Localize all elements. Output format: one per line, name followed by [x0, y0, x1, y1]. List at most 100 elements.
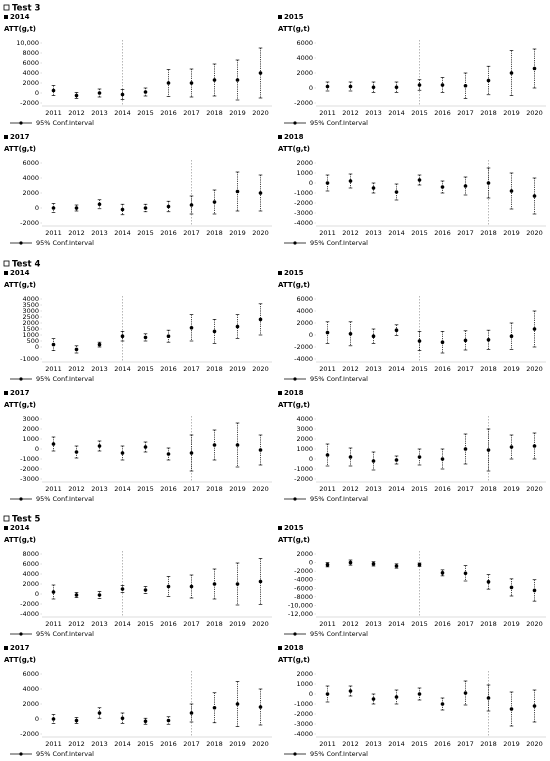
- point: [486, 181, 491, 185]
- y-axis-label: ATT(g,t): [4, 145, 36, 153]
- point: [97, 342, 102, 347]
- y-tick-label: 2000: [22, 319, 39, 327]
- y-tick-label: -2000: [20, 600, 39, 608]
- x-tick-label: 2013: [365, 485, 382, 493]
- x-tick-label: 2017: [457, 365, 474, 373]
- x-tick-label: 2011: [45, 365, 62, 373]
- x-tick-label: 2013: [365, 620, 382, 628]
- y-tick-label: 1000: [296, 680, 313, 688]
- error-bar: [143, 87, 148, 97]
- y-tick-label: -12,000: [288, 610, 313, 618]
- x-tick-label: 2015: [137, 620, 154, 628]
- point: [532, 194, 537, 198]
- title-marker: [278, 15, 282, 19]
- y-tick-label: 4000: [296, 415, 313, 423]
- error-bar: [212, 429, 217, 461]
- y-axis-label: ATT(g,t): [278, 401, 310, 409]
- error-bar: [509, 691, 514, 727]
- y-tick-label: -2000: [294, 475, 313, 483]
- point: [166, 81, 171, 85]
- point: [235, 582, 240, 586]
- point: [394, 85, 399, 90]
- y-tick-label: -3000: [294, 720, 313, 728]
- point: [463, 184, 468, 188]
- error-bar: [97, 591, 102, 599]
- y-tick-label: 0: [309, 84, 313, 92]
- chart-title: 2015: [284, 13, 304, 21]
- x-tick-label: 2012: [68, 485, 85, 493]
- x-tick-label: 2019: [229, 229, 246, 237]
- error-bar: [394, 455, 399, 465]
- point: [74, 93, 79, 98]
- y-tick-label: 6000: [296, 39, 313, 47]
- y-tick-label: 1000: [22, 435, 39, 443]
- point: [348, 332, 353, 336]
- point: [417, 692, 422, 696]
- point: [97, 444, 102, 448]
- y-tick-label: -2000: [294, 99, 313, 107]
- x-tick-label: 2015: [411, 365, 428, 373]
- point: [532, 588, 537, 593]
- legend-dot: [293, 121, 297, 125]
- point: [509, 585, 514, 590]
- title-marker: [4, 646, 8, 650]
- y-tick-label: 6000: [22, 59, 39, 67]
- x-tick-label: 2011: [319, 229, 336, 237]
- point: [258, 71, 263, 75]
- y-tick-label: 1000: [22, 331, 39, 339]
- point: [51, 590, 56, 594]
- error-bar: [258, 434, 263, 466]
- y-tick-label: 6000: [22, 560, 39, 568]
- chart-title: 2014: [10, 269, 30, 277]
- point: [348, 560, 353, 565]
- error-bar: [440, 180, 445, 194]
- y-axis-label: ATT(g,t): [278, 536, 310, 544]
- point: [74, 450, 79, 454]
- point: [235, 702, 240, 706]
- y-tick-label: 0: [35, 343, 39, 351]
- y-tick-label: 3000: [296, 425, 313, 433]
- legend-label: 95% Conf.Interval: [310, 630, 368, 638]
- legend-dot: [293, 632, 297, 636]
- y-tick-label: 0: [35, 445, 39, 453]
- point: [120, 334, 125, 339]
- title-marker: [4, 391, 8, 395]
- y-tick-label: -4000: [294, 730, 313, 738]
- x-tick-label: 2013: [365, 229, 382, 237]
- y-tick-label: 2000: [296, 319, 313, 327]
- point: [417, 339, 422, 343]
- point: [417, 178, 422, 182]
- x-tick-label: 2019: [503, 740, 520, 748]
- error-bar: [212, 692, 217, 724]
- point: [394, 695, 399, 699]
- x-tick-label: 2012: [342, 109, 359, 117]
- error-bar: [532, 579, 537, 602]
- y-tick-label: -2000: [294, 343, 313, 351]
- chart-title: 2018: [284, 644, 304, 652]
- point: [325, 692, 330, 696]
- x-tick-label: 2011: [45, 109, 62, 117]
- point: [143, 335, 148, 340]
- x-tick-label: 2017: [183, 740, 200, 748]
- point: [120, 207, 125, 212]
- error-bar: [120, 585, 125, 593]
- point: [509, 71, 514, 75]
- legend-dot: [293, 377, 297, 381]
- x-tick-label: 2014: [114, 109, 131, 117]
- point: [189, 451, 194, 455]
- error-bar: [440, 697, 445, 711]
- legend-dot: [19, 632, 23, 636]
- x-tick-label: 2014: [114, 485, 131, 493]
- y-tick-label: 10,000: [16, 39, 39, 47]
- point: [348, 689, 353, 693]
- legend-label: 95% Conf.Interval: [36, 750, 94, 758]
- point: [532, 66, 537, 71]
- point: [371, 562, 376, 566]
- y-tick-label: -2000: [294, 710, 313, 718]
- y-axis-label: ATT(g,t): [278, 656, 310, 664]
- point: [143, 206, 148, 210]
- point: [189, 203, 194, 207]
- y-tick-label: 4000: [296, 307, 313, 315]
- y-axis-label: ATT(g,t): [4, 401, 36, 409]
- legend-label: 95% Conf.Interval: [36, 375, 94, 383]
